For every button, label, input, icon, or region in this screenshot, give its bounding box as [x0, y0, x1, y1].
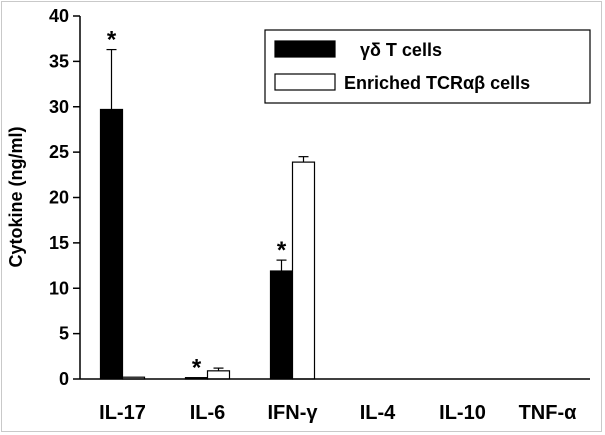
x-labels-layer: IL-17 IL-6 IFN-γ IL-4 IL-10 TNF-α [99, 402, 577, 424]
x-tick-label-1: IL-6 [190, 402, 226, 424]
bars-layer [99, 108, 316, 380]
y-tick-label-8: 40 [49, 6, 69, 26]
y-tick-label-3: 15 [49, 233, 69, 253]
x-tick-label-5: TNF-α [519, 402, 578, 424]
y-tick-label-0: 0 [59, 369, 69, 389]
legend-label-1: Enriched TCRαβ cells [344, 73, 530, 93]
x-tick-label-2: IFN-γ [268, 402, 319, 424]
x-tick-label-3: IL-4 [360, 402, 396, 424]
significance-layer: * * * [107, 27, 287, 382]
bar-ab-2 [291, 161, 316, 380]
bar-ab-1 [206, 370, 231, 380]
significance-marker-0-2: * [277, 237, 287, 264]
significance-marker-0-1: * [192, 355, 202, 382]
y-axis-title: Cytokine (ng/ml) [6, 126, 26, 267]
legend-swatch-1 [274, 73, 336, 91]
bar-gd-2 [269, 270, 294, 380]
x-tick-label-0: IL-17 [99, 402, 146, 424]
significance-marker-0-0: * [107, 27, 117, 54]
y-tick-label-4: 20 [49, 188, 69, 208]
x-tick-label-4: IL-10 [439, 402, 486, 424]
error-bars-layer [106, 48, 309, 371]
y-tick-label-5: 25 [49, 142, 69, 162]
y-tick-label-6: 30 [49, 97, 69, 117]
y-ticks-layer: 0 5 10 15 20 25 30 35 40 [49, 6, 80, 389]
legend-swatch-0 [274, 40, 336, 58]
y-tick-label-1: 5 [59, 324, 69, 344]
y-tick-label-7: 35 [49, 51, 69, 71]
legend-label-0: γδ T cells [360, 40, 442, 60]
legend: γδ T cells Enriched TCRαβ cells [264, 29, 591, 104]
y-tick-label-2: 10 [49, 278, 69, 298]
bar-gd-0 [99, 108, 124, 380]
